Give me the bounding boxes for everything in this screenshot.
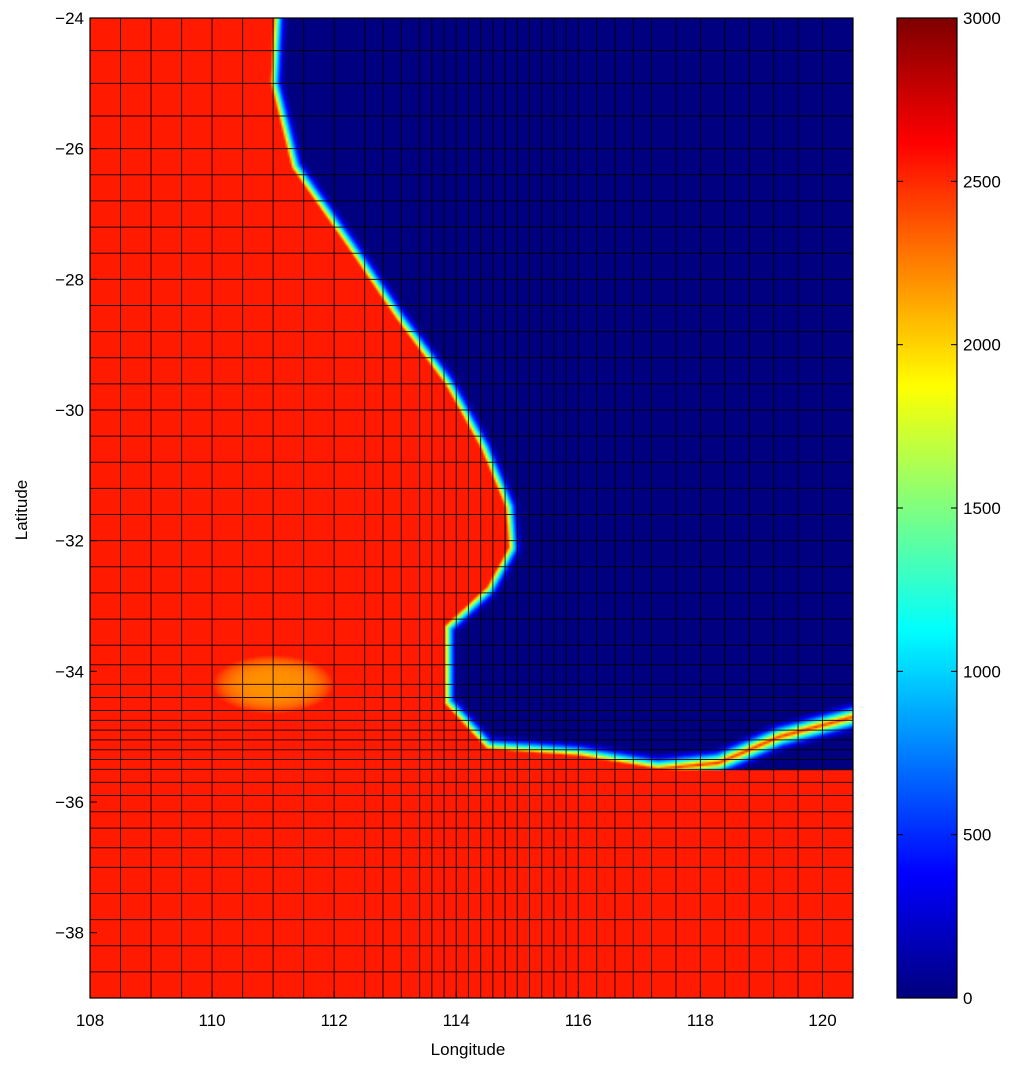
colorbar-tick-label: 0 (963, 989, 972, 1008)
colorbar-tick-label: 1000 (963, 662, 1001, 681)
x-tick-label: 118 (687, 1011, 714, 1030)
y-axis-ticks: −24 −26 −28 −30 −32 −34 −36 −38 (55, 9, 97, 943)
y-tick-label: −34 (55, 662, 84, 681)
x-tick-label: 114 (443, 1011, 470, 1030)
heatmap-field (90, 18, 853, 998)
x-tick-label: 116 (565, 1011, 592, 1030)
y-tick-label: −36 (55, 793, 84, 812)
x-tick-label: 112 (321, 1011, 348, 1030)
y-tick-label: −38 (55, 924, 84, 943)
x-axis-ticks: 108 110 112 114 116 118 120 (76, 991, 837, 1030)
y-tick-label: −30 (55, 401, 84, 420)
colorbar-tick-label: 3000 (963, 9, 1001, 28)
bathymetry-plot: 108 110 112 114 116 118 120 −24 −26 −28 −30 −32 −34… (12, 9, 854, 1059)
colorbar-gradient (897, 18, 957, 998)
colorbar-tick-label: 1500 (963, 499, 1001, 518)
colorbar-ticks: 0 500 1000 1500 2000 2500 3000 (897, 9, 1001, 1008)
colorbar: 0 500 1000 1500 2000 2500 3000 (896, 9, 1001, 1008)
grid-lines (90, 18, 853, 998)
x-tick-label: 108 (76, 1011, 104, 1030)
x-tick-label: 110 (199, 1011, 226, 1030)
colorbar-tick-label: 2000 (963, 336, 1001, 355)
x-tick-label: 120 (808, 1011, 836, 1030)
y-tick-label: −32 (55, 532, 84, 551)
x-axis-label: Longitude (431, 1040, 506, 1059)
y-tick-label: −24 (55, 9, 84, 28)
colorbar-tick-label: 500 (963, 826, 991, 845)
plot-frame (89, 17, 854, 999)
colorbar-tick-label: 2500 (963, 172, 1001, 191)
y-tick-label: −26 (55, 140, 84, 159)
y-tick-label: −28 (55, 270, 84, 289)
y-axis-label: Latitude (12, 480, 31, 541)
